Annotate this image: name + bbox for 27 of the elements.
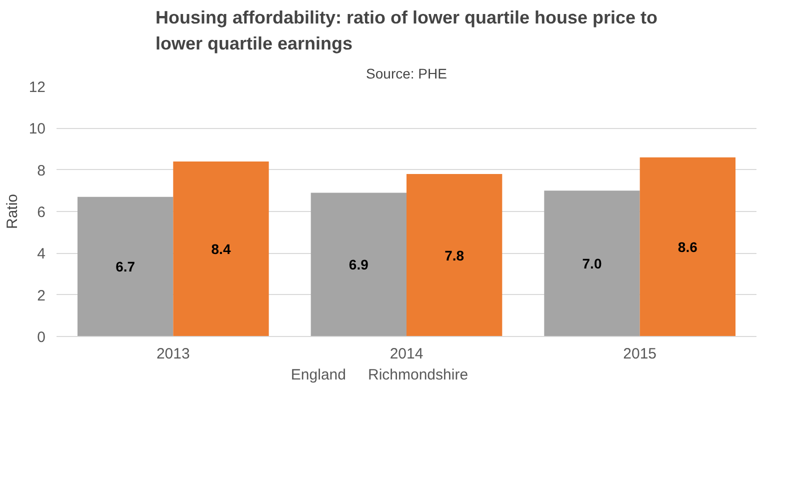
series-label: Richmondshire: [368, 366, 468, 384]
chart-subtitle: Source: PHE: [366, 66, 447, 82]
x-tick-label: 2014: [390, 346, 424, 362]
y-tick-label: 8: [37, 162, 46, 180]
y-tick-label: 4: [37, 246, 46, 263]
x-tick-label: 2013: [156, 346, 190, 362]
data-label: 6.9: [348, 256, 369, 273]
bar: [310, 192, 406, 336]
data-label: 8.6: [678, 238, 698, 255]
x-tick-label: 2015: [623, 346, 657, 362]
y-tick-label: 10: [28, 120, 46, 138]
bar: [544, 190, 640, 336]
data-label: 6.7: [116, 258, 136, 275]
bar: [78, 196, 174, 336]
series-label: England: [290, 366, 346, 384]
y-axis-title: Ratio: [4, 194, 21, 230]
y-tick-label: 2: [37, 287, 46, 304]
data-label: 8.4: [211, 241, 231, 257]
bar: [173, 162, 269, 336]
y-tick-label: 6: [37, 204, 46, 221]
data-label: 7.0: [582, 256, 602, 272]
chart-title: Housing affordability: ratio of lower quartile house price to lower quartile earnings: [155, 8, 658, 54]
y-tick-label: 12: [28, 79, 46, 96]
data-label: 7.8: [444, 247, 464, 264]
y-tick-label: 0: [37, 329, 46, 346]
bar: [406, 174, 502, 336]
bar: [640, 157, 736, 336]
